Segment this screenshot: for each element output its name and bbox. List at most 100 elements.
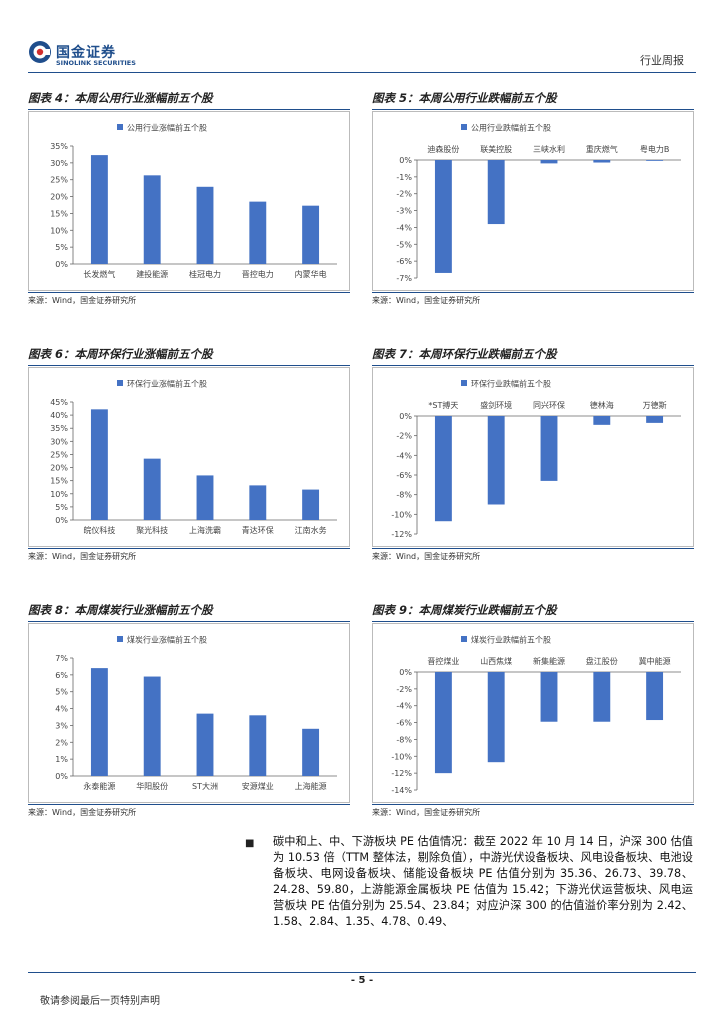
y-tick-label: -12% — [391, 530, 412, 539]
bar — [540, 416, 558, 481]
y-tick-label: -4% — [396, 223, 412, 232]
category-label: 华阳股份 — [136, 781, 168, 791]
bar — [487, 160, 505, 225]
category-label: 上海能源 — [295, 781, 327, 791]
legend-swatch — [117, 636, 123, 642]
category-label: 粤电力B — [640, 144, 670, 154]
bar-chart: 公用行业跌幅前五个股 -7% -6% -5% -4% -3% -2% -1% 0% 迪森股份 联美控… — [396, 123, 681, 283]
y-tick-label: 0% — [399, 668, 412, 677]
report-category: 行业周报 — [640, 54, 684, 67]
legend-swatch — [461, 636, 467, 642]
figure-title: 图表 6：本周环保行业涨幅前五个股 — [28, 347, 213, 361]
y-tick-label: 5% — [55, 688, 68, 697]
y-tick-label: 0% — [55, 516, 68, 525]
y-tick-label: 25% — [50, 450, 68, 459]
bar — [143, 676, 161, 776]
category-label: 德林海 — [590, 400, 614, 410]
legend-label: 公用行业涨幅前五个股 — [127, 123, 207, 133]
y-tick-label: -10% — [391, 510, 412, 519]
y-tick-label: -4% — [396, 702, 412, 711]
category-label: 青达环保 — [242, 525, 274, 535]
bar — [90, 409, 108, 520]
y-tick-label: 40% — [50, 411, 68, 420]
legend-label: 环保行业跌幅前五个股 — [471, 379, 551, 389]
bar — [249, 201, 267, 264]
y-tick-label: -10% — [391, 752, 412, 761]
bar — [143, 175, 161, 264]
y-tick-label: -2% — [396, 432, 412, 441]
category-label: 重庆燃气 — [586, 144, 618, 154]
figure-source: 来源：Wind，国金证券研究所 — [372, 296, 481, 305]
figure-source: 来源：Wind，国金证券研究所 — [28, 296, 137, 305]
y-tick-label: -2% — [396, 685, 412, 694]
bar — [593, 416, 611, 425]
category-label: 新集能源 — [533, 656, 565, 666]
category-label: 冀中能源 — [639, 656, 671, 666]
bar — [487, 416, 505, 505]
category-label: 同兴环保 — [533, 400, 565, 410]
source-rule — [372, 804, 694, 805]
category-label: 盛剑环境 — [480, 400, 512, 410]
source-rule — [28, 548, 350, 549]
title-rule — [372, 621, 694, 622]
bar — [249, 715, 267, 776]
bar — [540, 672, 558, 722]
title-rule — [28, 109, 350, 110]
y-tick-label: 0% — [399, 412, 412, 421]
title-rule — [28, 365, 350, 366]
legend-swatch — [117, 124, 123, 130]
category-label: *ST搏天 — [428, 400, 458, 410]
y-tick-label: 5% — [55, 243, 68, 252]
bar — [434, 160, 452, 273]
bar — [434, 672, 452, 774]
figure-source: 来源：Wind，国金证券研究所 — [372, 552, 481, 561]
bar — [646, 416, 664, 423]
bar — [196, 475, 214, 520]
y-tick-label: 35% — [50, 424, 68, 433]
bar — [540, 160, 558, 164]
bar-chart: 环保行业涨幅前五个股 0% 5% 10% 15% 20% 25% 30% 35% 40% 45% 皖仪… — [50, 379, 337, 535]
bar — [302, 205, 320, 264]
legend-label: 煤炭行业涨幅前五个股 — [127, 635, 207, 645]
y-tick-label: -8% — [396, 735, 412, 744]
category-label: 盘江股份 — [586, 656, 618, 666]
legend-label: 公用行业跌幅前五个股 — [471, 123, 551, 133]
figure-source: 来源：Wind，国金证券研究所 — [28, 552, 137, 561]
company-logo: 国金证券 SINOLINK SECURITIES — [28, 40, 138, 70]
title-rule — [372, 365, 694, 366]
y-tick-label: 7% — [55, 654, 68, 663]
y-tick-label: -6% — [396, 719, 412, 728]
category-label: 建投能源 — [136, 269, 168, 279]
category-label: 迪森股份 — [427, 144, 459, 154]
bar — [302, 728, 320, 776]
bar — [249, 485, 267, 520]
category-label: 联美控股 — [480, 144, 512, 154]
bar — [90, 668, 108, 776]
header-rule — [28, 72, 696, 73]
figure-title: 图表 9：本周煤炭行业跌幅前五个股 — [372, 603, 557, 617]
category-label: 万德斯 — [643, 400, 667, 410]
category-label: 长发燃气 — [83, 269, 115, 279]
legend-swatch — [117, 380, 123, 386]
y-tick-label: 4% — [55, 705, 68, 714]
category-label: 桂冠电力 — [189, 269, 221, 279]
category-label: 安源煤业 — [242, 781, 274, 791]
y-tick-label: 2% — [55, 738, 68, 747]
y-tick-label: -8% — [396, 491, 412, 500]
y-tick-label: 20% — [50, 193, 68, 202]
y-tick-label: 0% — [55, 772, 68, 781]
y-tick-label: 0% — [55, 260, 68, 269]
y-tick-label: 15% — [50, 209, 68, 218]
bar — [143, 458, 161, 520]
bar — [434, 416, 452, 522]
figure-title: 图表 7：本周环保行业跌幅前五个股 — [372, 347, 557, 361]
y-tick-label: 15% — [50, 477, 68, 486]
y-tick-label: 1% — [55, 755, 68, 764]
category-label: ST大洲 — [192, 781, 218, 791]
bar — [90, 155, 108, 264]
category-label: 内蒙华电 — [295, 269, 327, 279]
logo-en-text: SINOLINK SECURITIES — [56, 59, 136, 67]
figure-title: 图表 5：本周公用行业跌幅前五个股 — [372, 91, 557, 105]
category-label: 山西焦煤 — [480, 656, 512, 666]
y-tick-label: 3% — [55, 721, 68, 730]
